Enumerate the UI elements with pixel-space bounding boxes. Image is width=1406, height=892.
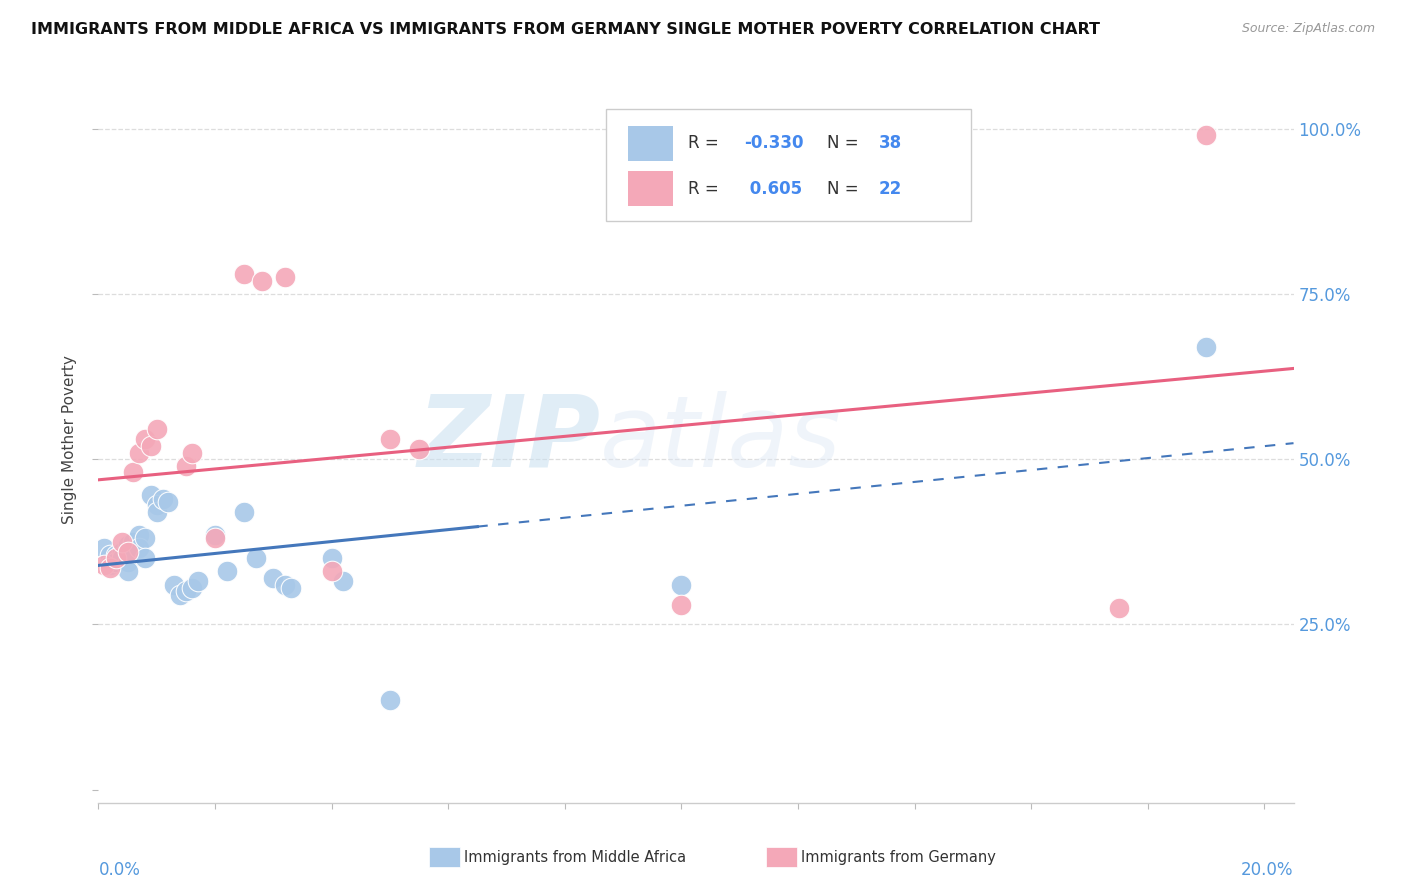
Text: R =: R = bbox=[688, 179, 724, 197]
Text: ZIP: ZIP bbox=[418, 391, 600, 488]
Point bbox=[145, 505, 167, 519]
Point bbox=[332, 574, 354, 589]
Point bbox=[134, 532, 156, 546]
Text: atlas: atlas bbox=[600, 391, 842, 488]
Text: Immigrants from Germany: Immigrants from Germany bbox=[801, 850, 997, 864]
Text: 22: 22 bbox=[879, 179, 903, 197]
Point bbox=[180, 581, 202, 595]
Text: IMMIGRANTS FROM MIDDLE AFRICA VS IMMIGRANTS FROM GERMANY SINGLE MOTHER POVERTY C: IMMIGRANTS FROM MIDDLE AFRICA VS IMMIGRA… bbox=[31, 22, 1099, 37]
Point bbox=[98, 548, 121, 562]
Point bbox=[122, 544, 145, 558]
Point bbox=[378, 693, 401, 707]
Point bbox=[250, 274, 273, 288]
Point bbox=[128, 541, 150, 556]
Point bbox=[280, 581, 302, 595]
Text: 20.0%: 20.0% bbox=[1241, 861, 1294, 879]
Point bbox=[378, 432, 401, 446]
Point bbox=[169, 588, 191, 602]
Point bbox=[204, 528, 226, 542]
Point bbox=[122, 466, 145, 480]
Point bbox=[408, 442, 430, 457]
Point bbox=[117, 555, 139, 569]
Point bbox=[233, 505, 256, 519]
Point bbox=[139, 488, 162, 502]
Point bbox=[174, 584, 197, 599]
Point bbox=[139, 439, 162, 453]
Point bbox=[117, 544, 139, 558]
Point bbox=[1195, 340, 1218, 354]
Point bbox=[111, 544, 134, 558]
Point bbox=[186, 574, 208, 589]
Point bbox=[128, 445, 150, 459]
Text: Source: ZipAtlas.com: Source: ZipAtlas.com bbox=[1241, 22, 1375, 36]
Y-axis label: Single Mother Poverty: Single Mother Poverty bbox=[62, 355, 77, 524]
Point bbox=[671, 598, 693, 612]
Point bbox=[104, 555, 127, 569]
Point bbox=[93, 558, 115, 572]
Text: N =: N = bbox=[827, 135, 865, 153]
Text: 0.0%: 0.0% bbox=[98, 861, 141, 879]
Text: 38: 38 bbox=[879, 135, 901, 153]
Point bbox=[145, 499, 167, 513]
Point bbox=[152, 491, 174, 506]
Point bbox=[204, 532, 226, 546]
Point bbox=[134, 432, 156, 446]
Point bbox=[134, 551, 156, 566]
Point bbox=[111, 534, 134, 549]
Point bbox=[98, 561, 121, 575]
Point bbox=[117, 565, 139, 579]
Point bbox=[145, 422, 167, 436]
Point bbox=[1108, 600, 1130, 615]
Point bbox=[157, 495, 180, 509]
Point bbox=[93, 541, 115, 556]
Point bbox=[274, 578, 297, 592]
Point bbox=[321, 551, 343, 566]
Point bbox=[128, 528, 150, 542]
Point bbox=[122, 534, 145, 549]
Point bbox=[1195, 128, 1218, 143]
Point bbox=[163, 578, 186, 592]
Point bbox=[321, 565, 343, 579]
Text: 0.605: 0.605 bbox=[744, 179, 801, 197]
Point bbox=[104, 548, 127, 562]
Point bbox=[215, 565, 238, 579]
Point bbox=[174, 458, 197, 473]
FancyBboxPatch shape bbox=[606, 109, 972, 221]
Point bbox=[111, 551, 134, 566]
Point bbox=[245, 551, 267, 566]
Text: Immigrants from Middle Africa: Immigrants from Middle Africa bbox=[464, 850, 686, 864]
Bar bbox=[628, 126, 673, 161]
Point bbox=[274, 270, 297, 285]
Text: N =: N = bbox=[827, 179, 865, 197]
Point bbox=[117, 538, 139, 552]
Text: R =: R = bbox=[688, 135, 724, 153]
Point bbox=[104, 551, 127, 566]
Bar bbox=[628, 171, 673, 206]
Point bbox=[671, 578, 693, 592]
Point bbox=[180, 445, 202, 459]
Point bbox=[233, 267, 256, 281]
Point bbox=[98, 558, 121, 572]
Point bbox=[262, 571, 284, 585]
Text: -0.330: -0.330 bbox=[744, 135, 803, 153]
